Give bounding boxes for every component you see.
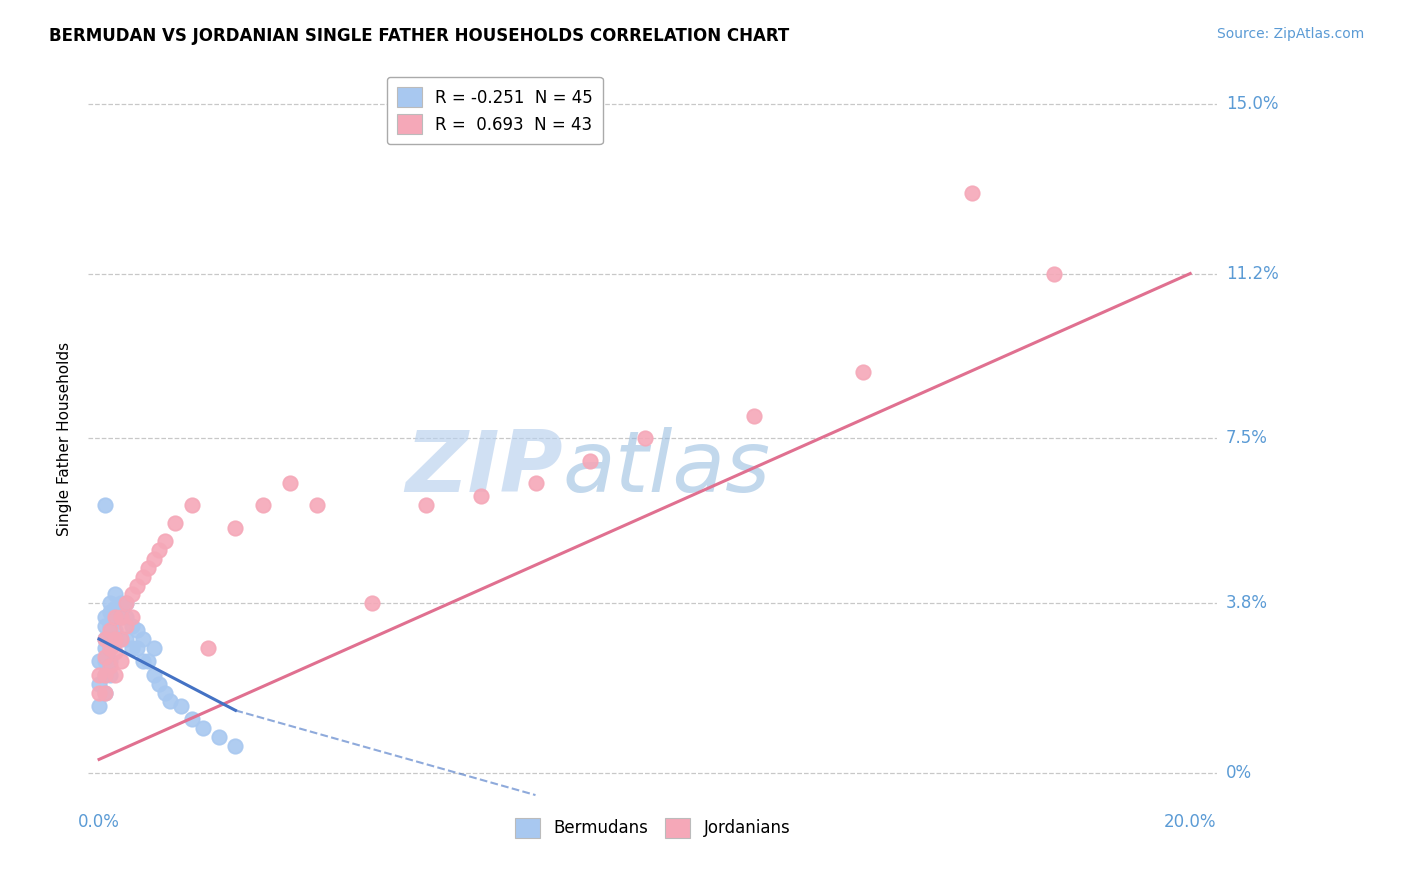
Point — [633, 432, 655, 446]
Point — [87, 667, 110, 681]
Point — [98, 667, 121, 681]
Point — [121, 640, 143, 655]
Point — [180, 712, 202, 726]
Point — [110, 654, 132, 668]
Point — [115, 618, 138, 632]
Point — [104, 609, 127, 624]
Point — [142, 640, 165, 655]
Point — [131, 569, 153, 583]
Point — [93, 685, 115, 699]
Point — [142, 667, 165, 681]
Point — [104, 609, 127, 624]
Point — [278, 476, 301, 491]
Point — [127, 640, 149, 655]
Point — [110, 609, 132, 624]
Point — [197, 640, 219, 655]
Point — [104, 632, 127, 646]
Point — [115, 632, 138, 646]
Point — [98, 640, 121, 655]
Point — [170, 698, 193, 713]
Point — [93, 618, 115, 632]
Point — [110, 596, 132, 610]
Point — [852, 365, 875, 379]
Point — [104, 600, 127, 615]
Point — [104, 667, 127, 681]
Text: 7.5%: 7.5% — [1226, 429, 1268, 448]
Point — [148, 676, 170, 690]
Point — [115, 596, 138, 610]
Point — [252, 499, 274, 513]
Point — [148, 542, 170, 557]
Point — [87, 676, 110, 690]
Point — [742, 409, 765, 424]
Point — [153, 534, 176, 549]
Point — [524, 476, 547, 491]
Point — [98, 640, 121, 655]
Point — [93, 499, 115, 513]
Text: 3.8%: 3.8% — [1226, 594, 1268, 613]
Point — [579, 454, 602, 468]
Point — [1042, 267, 1064, 281]
Text: Source: ZipAtlas.com: Source: ZipAtlas.com — [1216, 27, 1364, 41]
Point — [115, 596, 138, 610]
Point — [142, 551, 165, 566]
Point — [87, 685, 110, 699]
Point — [131, 654, 153, 668]
Point — [131, 632, 153, 646]
Point — [115, 609, 138, 624]
Point — [159, 694, 181, 708]
Point — [104, 623, 127, 637]
Text: 11.2%: 11.2% — [1226, 265, 1278, 283]
Point — [121, 618, 143, 632]
Point — [136, 560, 159, 574]
Legend: Bermudans, Jordanians: Bermudans, Jordanians — [509, 811, 797, 845]
Point — [110, 632, 132, 646]
Point — [87, 698, 110, 713]
Point — [93, 667, 115, 681]
Point — [98, 623, 121, 637]
Point — [208, 730, 231, 744]
Point — [224, 521, 246, 535]
Point — [93, 649, 115, 664]
Point — [153, 685, 176, 699]
Point — [224, 739, 246, 753]
Text: atlas: atlas — [562, 426, 770, 509]
Point — [127, 578, 149, 592]
Point — [98, 605, 121, 619]
Point — [98, 596, 121, 610]
Text: ZIP: ZIP — [405, 426, 562, 509]
Point — [127, 623, 149, 637]
Point — [104, 587, 127, 601]
Point — [470, 490, 492, 504]
Y-axis label: Single Father Households: Single Father Households — [58, 342, 72, 535]
Point — [121, 609, 143, 624]
Point — [110, 632, 132, 646]
Text: 15.0%: 15.0% — [1226, 95, 1278, 113]
Point — [98, 658, 121, 673]
Text: BERMUDAN VS JORDANIAN SINGLE FATHER HOUSEHOLDS CORRELATION CHART: BERMUDAN VS JORDANIAN SINGLE FATHER HOUS… — [49, 27, 789, 45]
Point — [307, 499, 329, 513]
Point — [98, 618, 121, 632]
Point — [93, 654, 115, 668]
Point — [960, 186, 983, 201]
Point — [110, 609, 132, 624]
Point — [93, 640, 115, 655]
Point — [121, 587, 143, 601]
Point — [415, 499, 437, 513]
Point — [93, 609, 115, 624]
Point — [165, 516, 187, 531]
Point — [191, 721, 214, 735]
Point — [93, 667, 115, 681]
Point — [93, 685, 115, 699]
Point — [87, 654, 110, 668]
Point — [136, 654, 159, 668]
Point — [104, 645, 127, 659]
Point — [93, 632, 115, 646]
Point — [360, 596, 382, 610]
Point — [180, 499, 202, 513]
Point — [98, 654, 121, 668]
Text: 0%: 0% — [1226, 764, 1251, 781]
Point — [98, 632, 121, 646]
Point — [93, 632, 115, 646]
